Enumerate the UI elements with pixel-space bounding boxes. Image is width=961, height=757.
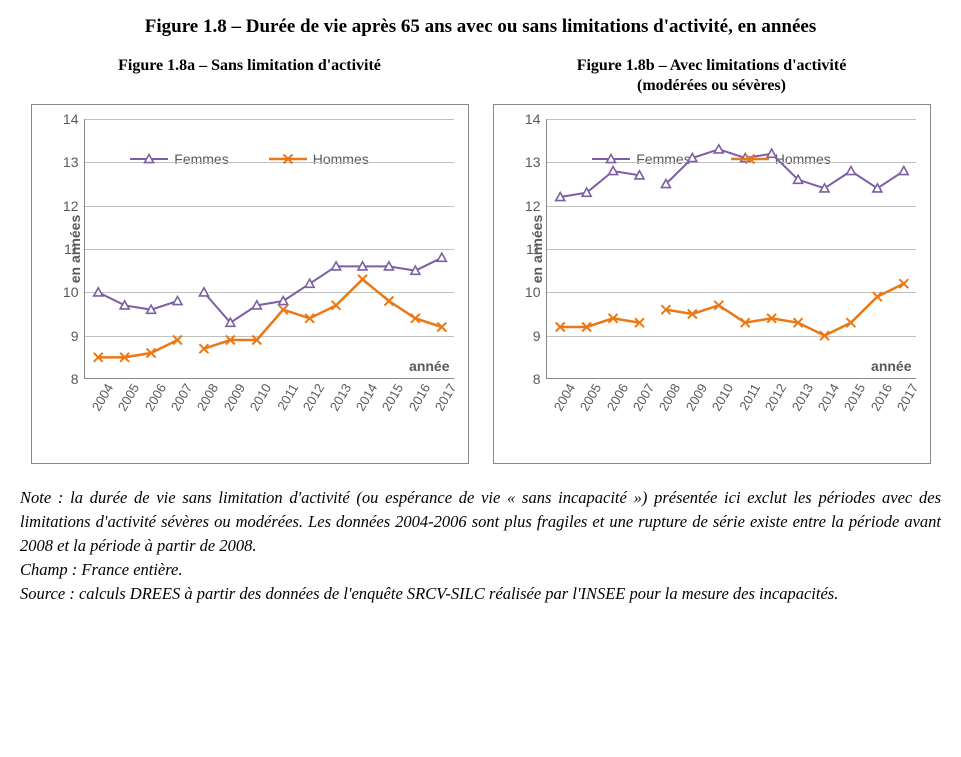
xtick-label: 2013 (321, 378, 354, 414)
ytick-label: 13 (525, 154, 547, 170)
ytick-label: 9 (533, 328, 547, 344)
note-line: Source : calculs DREES à partir des donn… (20, 582, 941, 606)
chart-a-block: Figure 1.8a – Sans limitation d'activité… (31, 56, 469, 464)
chart-b-block: Figure 1.8b – Avec limitations d'activit… (493, 56, 931, 464)
xtick-label: 2010 (704, 378, 737, 414)
xtick-label: 2008 (189, 378, 222, 414)
ytick-label: 14 (525, 111, 547, 127)
chart-a-frame: 8910111213142004200520062007200820092010… (31, 104, 469, 464)
chart-a-title: Figure 1.8a – Sans limitation d'activité (118, 56, 381, 100)
y-axis-label: en années (529, 214, 545, 282)
xtick-label: 2013 (783, 378, 816, 414)
xtick-label: 2006 (598, 378, 631, 414)
xtick-label: 2008 (651, 378, 684, 414)
legend-swatch (269, 152, 307, 166)
xtick-label: 2005 (110, 378, 143, 414)
chart-b-title: Figure 1.8b – Avec limitations d'activit… (577, 56, 847, 100)
ytick-label: 12 (63, 198, 85, 214)
xtick-label: 2011 (731, 378, 763, 413)
xtick-label: 2017 (889, 378, 922, 414)
xtick-label: 2017 (427, 378, 460, 414)
legend-swatch (731, 152, 769, 166)
note-line: Note : la durée de vie sans limitation d… (20, 486, 941, 558)
xtick-label: 2005 (572, 378, 605, 414)
notes-block: Note : la durée de vie sans limitation d… (20, 486, 941, 606)
xtick-label: 2015 (836, 378, 869, 414)
xtick-label: 2016 (400, 378, 433, 414)
charts-row: Figure 1.8a – Sans limitation d'activité… (20, 56, 941, 464)
ytick-label: 13 (63, 154, 85, 170)
xtick-label: 2014 (348, 378, 381, 414)
ytick-label: 12 (525, 198, 547, 214)
ytick-label: 10 (525, 284, 547, 300)
xtick-label: 2004 (83, 378, 116, 414)
xtick-label: 2007 (163, 378, 196, 414)
xtick-label: 2012 (295, 378, 328, 414)
chart-b-frame: 8910111213142004200520062007200820092010… (493, 104, 931, 464)
ytick-label: 10 (63, 284, 85, 300)
legend-swatch (592, 152, 630, 166)
ytick-label: 9 (71, 328, 85, 344)
xtick-label: 2009 (677, 378, 710, 414)
ytick-label: 14 (63, 111, 85, 127)
main-title: Figure 1.8 – Durée de vie après 65 ans a… (20, 16, 941, 38)
xtick-label: 2011 (269, 378, 301, 413)
y-axis-label: en années (67, 214, 83, 282)
xtick-label: 2009 (215, 378, 248, 414)
xtick-label: 2012 (757, 378, 790, 414)
xtick-label: 2004 (545, 378, 578, 414)
xtick-label: 2015 (374, 378, 407, 414)
legend-swatch (130, 152, 168, 166)
xtick-label: 2016 (862, 378, 895, 414)
xtick-label: 2006 (136, 378, 169, 414)
ytick-label: 8 (533, 371, 547, 387)
xtick-label: 2007 (625, 378, 658, 414)
xtick-label: 2010 (242, 378, 275, 414)
xtick-label: 2014 (810, 378, 843, 414)
ytick-label: 8 (71, 371, 85, 387)
note-line: Champ : France entière. (20, 558, 941, 582)
